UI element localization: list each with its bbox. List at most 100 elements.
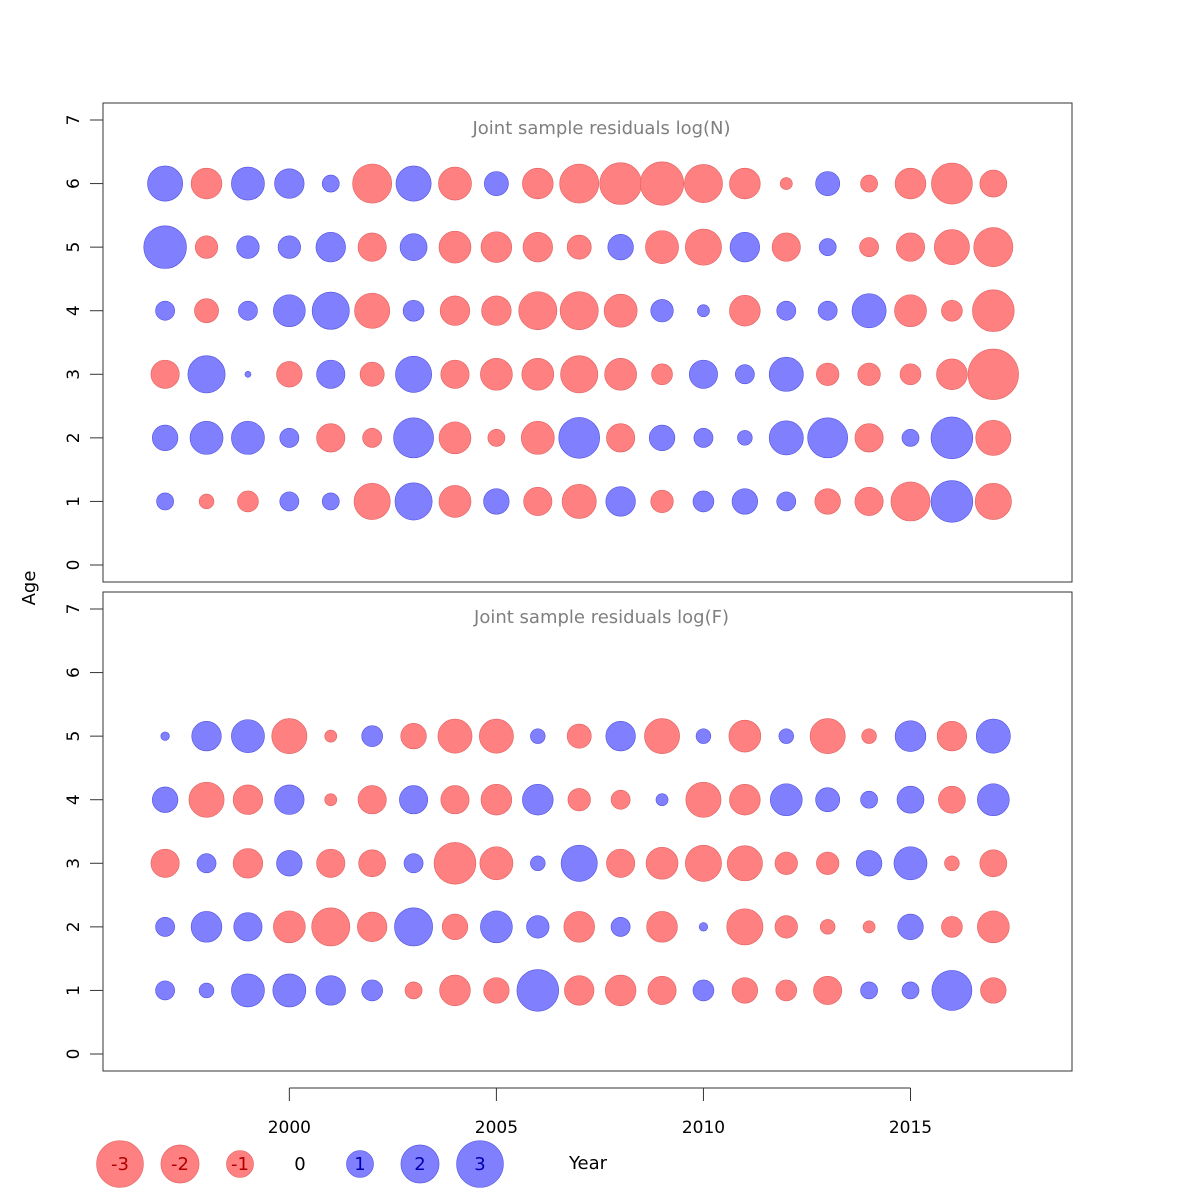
residual-bubble bbox=[561, 484, 597, 519]
residual-bubble bbox=[695, 728, 712, 744]
residual-bubble bbox=[737, 430, 753, 446]
y-tick-label: 0 bbox=[64, 560, 84, 571]
residual-bubble bbox=[437, 718, 473, 754]
residual-bubble bbox=[399, 785, 429, 815]
residual-bubble bbox=[438, 166, 472, 201]
residual-bubble bbox=[861, 728, 877, 744]
residual-bubble bbox=[896, 785, 925, 814]
residual-bubble bbox=[156, 492, 174, 511]
residual-bubble bbox=[155, 300, 175, 321]
residual-bubble bbox=[315, 232, 346, 263]
residual-bubble bbox=[692, 490, 715, 513]
residual-bubble bbox=[236, 235, 260, 259]
residual-bubble bbox=[315, 975, 346, 1006]
residual-bubble bbox=[605, 721, 636, 752]
residual-bubble bbox=[729, 232, 760, 263]
y-axis-label: Age bbox=[19, 571, 40, 606]
residual-bubble bbox=[188, 781, 225, 818]
residual-bubble bbox=[190, 167, 223, 200]
residual-bubble bbox=[147, 165, 184, 202]
residual-bubble bbox=[774, 851, 798, 875]
residual-bubble bbox=[316, 423, 346, 453]
residual-bubble bbox=[776, 491, 797, 512]
residual-bubble bbox=[321, 492, 340, 511]
residual-bubble bbox=[231, 421, 265, 455]
residual-bubble bbox=[354, 292, 391, 329]
residual-bubble bbox=[233, 912, 263, 942]
residual-bubble bbox=[941, 299, 963, 322]
residual-bubble bbox=[769, 783, 803, 816]
residual-bubble bbox=[605, 486, 636, 517]
x-tick-label: 2015 bbox=[889, 1118, 932, 1138]
legend-label: -1 bbox=[231, 1154, 249, 1175]
legend-bubble bbox=[346, 1150, 374, 1178]
residual-bubble bbox=[152, 786, 179, 813]
residual-bubble bbox=[232, 848, 264, 879]
residual-bubble bbox=[361, 979, 383, 1002]
residual-bubble bbox=[244, 370, 252, 378]
residual-bubble bbox=[521, 358, 555, 391]
residual-bubble bbox=[481, 295, 512, 326]
residual-bubble bbox=[975, 419, 1012, 456]
residual-bubble bbox=[685, 228, 722, 266]
residual-bubble bbox=[813, 975, 843, 1005]
residual-bubble bbox=[896, 232, 925, 262]
residual-bubble bbox=[894, 294, 927, 327]
residual-bubble bbox=[231, 973, 265, 1008]
residual-bubble bbox=[774, 915, 798, 939]
residual-bubble bbox=[944, 855, 960, 871]
residual-bubble bbox=[938, 785, 966, 814]
residual-bubble bbox=[480, 784, 513, 816]
y-tick-label: 0 bbox=[64, 1049, 84, 1060]
residual-bubble bbox=[655, 793, 669, 807]
residual-bubble bbox=[480, 231, 513, 263]
residual-bubble bbox=[645, 230, 679, 264]
residual-bubble bbox=[522, 232, 553, 263]
y-tick-label: 3 bbox=[64, 858, 84, 869]
residual-bubble bbox=[433, 842, 477, 885]
x-tick-label: 2000 bbox=[268, 1118, 311, 1138]
residual-bubble bbox=[897, 913, 924, 940]
residual-bubble bbox=[231, 719, 265, 753]
residual-bubble bbox=[974, 483, 1012, 520]
residual-bubble bbox=[518, 291, 558, 331]
residual-bubble bbox=[564, 975, 595, 1006]
residual-bubble bbox=[400, 723, 427, 750]
residual-bubble bbox=[901, 429, 920, 447]
residual-bubble bbox=[440, 359, 470, 389]
y-tick-label: 4 bbox=[64, 794, 84, 805]
residual-bubble bbox=[403, 853, 424, 874]
residual-bubble bbox=[930, 480, 974, 523]
y-tick-label: 5 bbox=[64, 731, 84, 742]
y-tick-label: 5 bbox=[64, 242, 84, 253]
residual-bubble bbox=[395, 355, 432, 393]
y-tick-label: 2 bbox=[64, 432, 84, 443]
residual-bubble bbox=[523, 486, 553, 516]
residual-bubble bbox=[479, 718, 514, 754]
residual-bubble bbox=[393, 417, 434, 459]
residual-bubble bbox=[232, 784, 264, 815]
residual-bubble bbox=[936, 721, 968, 752]
residual-bubble bbox=[857, 362, 881, 386]
y-tick-label: 4 bbox=[64, 305, 84, 316]
residual-bubble bbox=[198, 982, 215, 999]
y-tick-label: 2 bbox=[64, 921, 84, 932]
residual-bubble bbox=[483, 977, 510, 1004]
residual-bubble bbox=[152, 424, 179, 451]
residual-bubble bbox=[610, 917, 631, 937]
residual-bubble bbox=[894, 167, 927, 200]
y-tick-label: 1 bbox=[64, 985, 84, 996]
residual-bubble bbox=[155, 917, 175, 937]
residual-bubble bbox=[559, 291, 599, 331]
residual-bubble bbox=[816, 851, 840, 875]
plot-frame bbox=[102, 591, 1073, 1072]
residual-bubble bbox=[274, 784, 305, 815]
residual-bubble bbox=[899, 363, 922, 386]
residual-bubble bbox=[650, 299, 674, 323]
residual-bubble bbox=[362, 428, 383, 448]
residual-bubble bbox=[357, 911, 388, 942]
residual-bubble bbox=[606, 848, 636, 878]
residual-bubble bbox=[775, 979, 798, 1002]
residual-bubble bbox=[651, 363, 673, 386]
residual-bubble bbox=[522, 167, 554, 200]
